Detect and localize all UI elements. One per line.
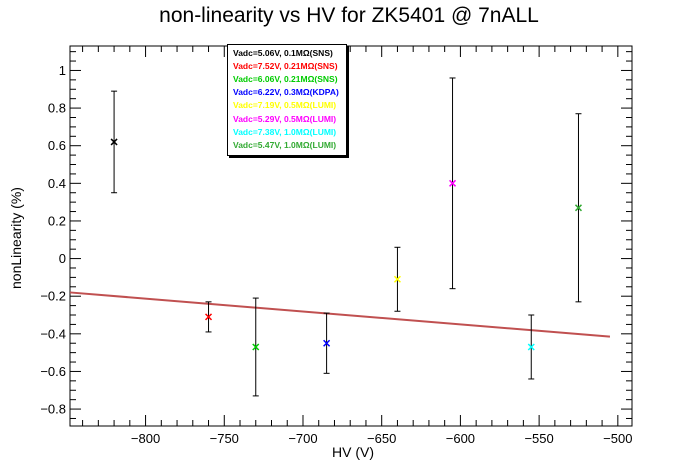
point-marker [205, 313, 213, 321]
y-tick-label: 0.4 [48, 176, 66, 191]
x-axis-label: HV (V) [332, 444, 374, 460]
y-tick-label: 1 [59, 63, 66, 78]
data-point [205, 301, 213, 333]
x-tick-label: −800 [131, 431, 160, 446]
legend-entry: Vadc=5.47V, 1.0MΩ(LUMI) [233, 139, 337, 150]
point-marker [110, 138, 118, 146]
data-point [574, 113, 583, 303]
fit-line-segment [69, 291, 611, 338]
y-tick-label: −0.6 [40, 364, 66, 379]
x-tick-label: −750 [210, 431, 239, 446]
point-marker [323, 339, 331, 347]
data-point [393, 246, 401, 312]
plot-frame [69, 45, 633, 427]
y-tick-label: −0.2 [40, 289, 66, 304]
legend: Vadc=5.06V, 0.1MΩ(SNS) Vadc=7.52V, 0.21MΩ… [227, 44, 347, 156]
y-axis-label: nonLinearity (%) [8, 187, 24, 289]
y-tick-label: −0.4 [40, 326, 66, 341]
legend-entry: Vadc=6.22V, 0.3MΩ(KDPA) [233, 87, 339, 98]
legend-entry: Vadc=5.06V, 0.1MΩ(SNS) [233, 48, 333, 58]
x-tick-label: −500 [603, 431, 632, 446]
point-marker [449, 179, 457, 187]
data-point [110, 90, 118, 194]
fit-line [69, 291, 611, 338]
legend-entry: Vadc=5.29V, 0.5MΩ(LUMI) [233, 113, 337, 124]
point-marker [574, 204, 583, 212]
y-tick-label: 0.6 [48, 138, 66, 153]
y-tick-label: 0 [59, 251, 66, 266]
x-tick-label: −550 [524, 431, 553, 446]
chart-title: non-linearity vs HV for ZK5401 @ 7nALL [159, 4, 539, 27]
x-tick-label: −700 [288, 431, 317, 446]
x-tick-label: −650 [367, 431, 396, 446]
legend-entry: Vadc=7.52V, 0.21MΩ(SNS) [233, 61, 338, 72]
point-marker [393, 275, 401, 283]
legend-entry: Vadc=6.06V, 0.21MΩ(SNS) [233, 74, 338, 85]
data-point [252, 297, 260, 397]
x-tick-label: −600 [446, 431, 475, 446]
data-point [527, 314, 535, 380]
axis-ticks: −800 −750 −700 −650 −600 −550 −500 −0.8 −0.6 −0.4… [40, 46, 632, 446]
data-point [323, 312, 331, 374]
point-marker [252, 343, 260, 351]
y-tick-label: 0.8 [48, 101, 66, 116]
y-tick-label: −0.8 [40, 402, 66, 417]
y-tick-label: 0.2 [48, 213, 66, 228]
legend-entry: Vadc=7.19V, 0.5MΩ(LUMI) [233, 100, 337, 111]
legend-entry: Vadc=7.38V, 1.0MΩ(LUMI) [233, 126, 337, 137]
point-marker [527, 343, 535, 351]
data-points [110, 77, 583, 397]
data-point [449, 77, 457, 290]
